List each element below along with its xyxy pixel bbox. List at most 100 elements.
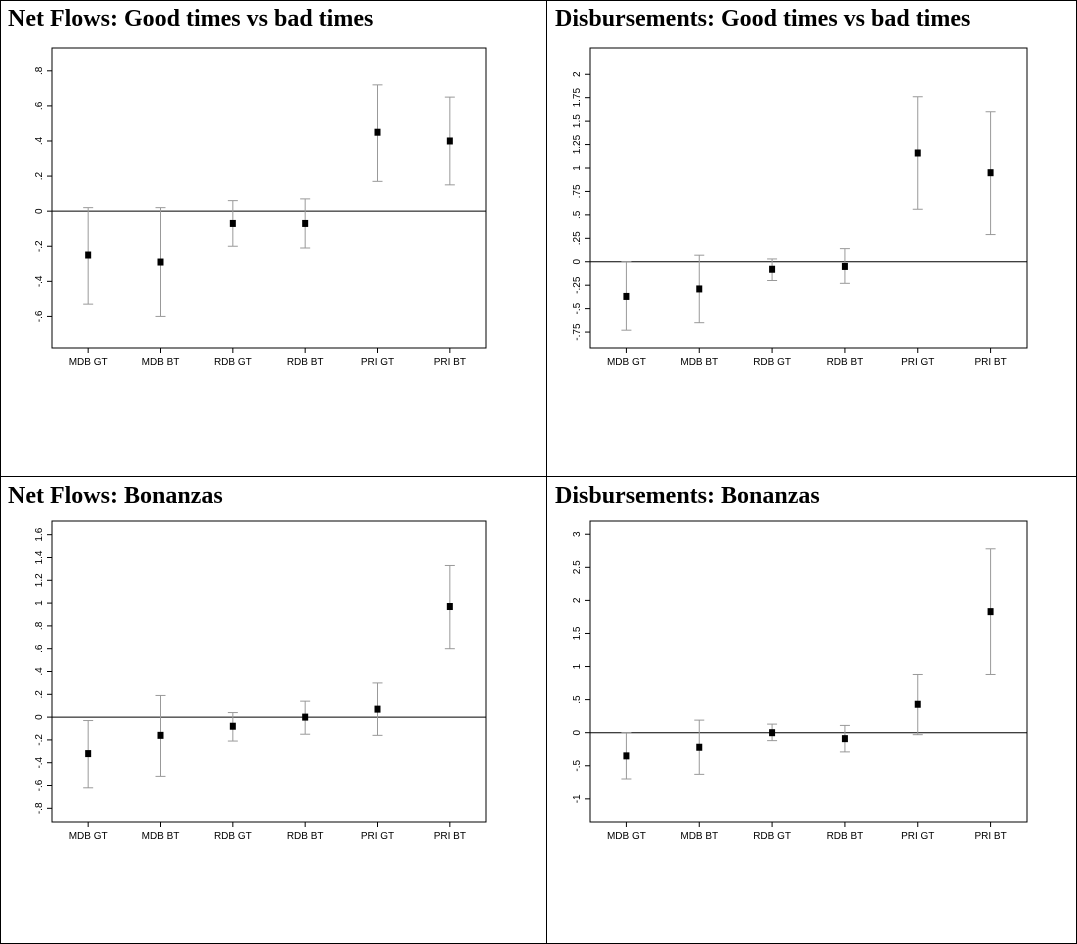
- y-tick-label: .25: [572, 231, 583, 245]
- y-tick-label: 1.5: [572, 626, 583, 640]
- plot-area: [51, 47, 487, 349]
- point-marker: [157, 731, 164, 739]
- x-tick-label: RDB BT: [287, 831, 324, 842]
- panel-title: Disbursements: Good times vs bad times: [555, 6, 971, 32]
- x-tick-label: RDB BT: [287, 357, 324, 368]
- y-tick-label: -.5: [572, 302, 583, 314]
- x-tick-label: MDB BT: [142, 357, 180, 368]
- panel-title: Net Flows: Good times vs bad times: [8, 6, 374, 32]
- point-marker: [841, 735, 848, 743]
- point-marker: [302, 713, 309, 721]
- point-marker: [85, 750, 92, 758]
- y-tick-label: 3: [572, 531, 583, 537]
- y-tick-label: 1: [34, 600, 45, 606]
- y-tick-label: 0: [34, 714, 45, 720]
- panel-title: Net Flows: Bonanzas: [8, 483, 223, 509]
- y-tick-label: .4: [34, 667, 45, 676]
- x-tick-label: RDB GT: [214, 357, 252, 368]
- plot-area: [51, 520, 487, 823]
- x-tick-label: MDB GT: [607, 357, 646, 368]
- y-tick-label: 0: [572, 729, 583, 735]
- x-tick-label: RDB GT: [753, 357, 791, 368]
- point-marker: [446, 137, 453, 145]
- point-marker: [229, 722, 236, 730]
- point-marker: [229, 219, 236, 227]
- y-tick-label: 2: [572, 597, 583, 603]
- point-marker: [987, 169, 994, 177]
- x-tick-label: MDB GT: [607, 831, 646, 842]
- x-tick-label: RDB GT: [753, 831, 791, 842]
- x-tick-label: RDB BT: [827, 357, 864, 368]
- y-tick-label: 1: [572, 663, 583, 669]
- y-tick-label: 1.6: [34, 527, 45, 541]
- y-tick-label: -.2: [34, 734, 45, 746]
- x-tick-label: PRI BT: [974, 357, 1006, 368]
- panel-disbursements-bonanzas: Disbursements: Bonanzas -1 -.5 0 .5 1 1.5 2 2.5…: [547, 477, 1077, 944]
- x-tick-label: MDB BT: [680, 831, 718, 842]
- y-tick-label: -.25: [572, 276, 583, 294]
- y-tick-label: .5: [572, 210, 583, 219]
- x-tick-label: MDB GT: [69, 357, 108, 368]
- point-marker: [914, 149, 921, 157]
- point-marker: [85, 251, 92, 259]
- y-tick-label: 1.5: [572, 114, 583, 128]
- y-tick-label: 1.25: [572, 134, 583, 154]
- point-marker: [696, 285, 703, 293]
- y-tick-label: 1: [572, 165, 583, 171]
- y-tick-label: .8: [34, 621, 45, 630]
- panel-net-flows-good-bad: Net Flows: Good times vs bad times -.6 -.…: [0, 0, 546, 476]
- y-tick-label: 0: [572, 259, 583, 265]
- panel-divider-vertical: [546, 0, 547, 944]
- x-tick-label: PRI GT: [361, 831, 394, 842]
- point-marker: [302, 219, 309, 227]
- point-marker: [623, 752, 630, 760]
- y-tick-label: -1: [572, 794, 583, 803]
- y-tick-label: -.6: [34, 310, 45, 322]
- x-tick-label: PRI GT: [901, 831, 934, 842]
- chart-disbursements-bonanzas: -1 -.5 0 .5 1 1.5 2 2.5 3 MDB GT MDB BT RDB GT RDB B…: [572, 520, 1028, 842]
- y-tick-label: .6: [34, 644, 45, 653]
- point-marker: [769, 729, 776, 737]
- y-tick-label: .5: [572, 695, 583, 704]
- x-tick-label: PRI BT: [434, 357, 466, 368]
- y-tick-label: -.4: [34, 756, 45, 768]
- point-marker: [696, 743, 703, 751]
- panel-net-flows-bonanzas: Net Flows: Bonanzas -.8 -.6 -.4 -.2 0 .2 .4 .6.…: [0, 477, 546, 944]
- point-marker: [374, 705, 381, 713]
- point-marker: [914, 700, 921, 708]
- point-marker: [623, 292, 630, 300]
- x-tick-label: RDB GT: [214, 831, 252, 842]
- y-tick-label: 0: [34, 208, 45, 214]
- y-tick-label: -.5: [572, 759, 583, 771]
- y-tick-label: 2: [572, 71, 583, 77]
- y-tick-label: .2: [34, 171, 45, 180]
- x-tick-label: PRI BT: [974, 831, 1006, 842]
- point-marker: [841, 262, 848, 270]
- y-tick-label: 1.2: [34, 573, 45, 587]
- plot-area: [589, 520, 1028, 823]
- y-tick-label: 1.75: [572, 88, 583, 108]
- y-tick-label: .6: [34, 101, 45, 110]
- panel-disbursements-good-bad: Disbursements: Good times vs bad times -…: [547, 0, 1077, 476]
- x-tick-label: MDB BT: [142, 831, 180, 842]
- x-tick-label: MDB BT: [680, 357, 718, 368]
- point-marker: [987, 608, 994, 616]
- chart-disbursements-good-bad: -.75 -.5 -.25 0 .25 .5 .75 1 1.25 1.5 1.75 2 MDB GT M…: [572, 47, 1028, 368]
- x-tick-label: PRI GT: [901, 357, 934, 368]
- panel-title: Disbursements: Bonanzas: [555, 483, 820, 509]
- y-tick-label: .4: [34, 136, 45, 145]
- y-tick-label: -.2: [34, 240, 45, 252]
- point-marker: [769, 265, 776, 273]
- x-tick-label: RDB BT: [827, 831, 864, 842]
- point-marker: [374, 128, 381, 136]
- plot-area: [589, 47, 1028, 349]
- y-tick-label: -.6: [34, 779, 45, 791]
- y-tick-label: -.4: [34, 275, 45, 287]
- x-tick-label: PRI GT: [361, 357, 394, 368]
- point-marker: [446, 603, 453, 611]
- x-tick-label: MDB GT: [69, 831, 108, 842]
- panel-divider-horizontal: [0, 476, 1077, 477]
- y-tick-label: .8: [34, 66, 45, 75]
- chart-net-flows-bonanzas: -.8 -.6 -.4 -.2 0 .2 .4 .6 .8 1 1.2 1.4 1.6 MDB GT MDB…: [34, 520, 487, 842]
- y-tick-label: 2.5: [572, 560, 583, 574]
